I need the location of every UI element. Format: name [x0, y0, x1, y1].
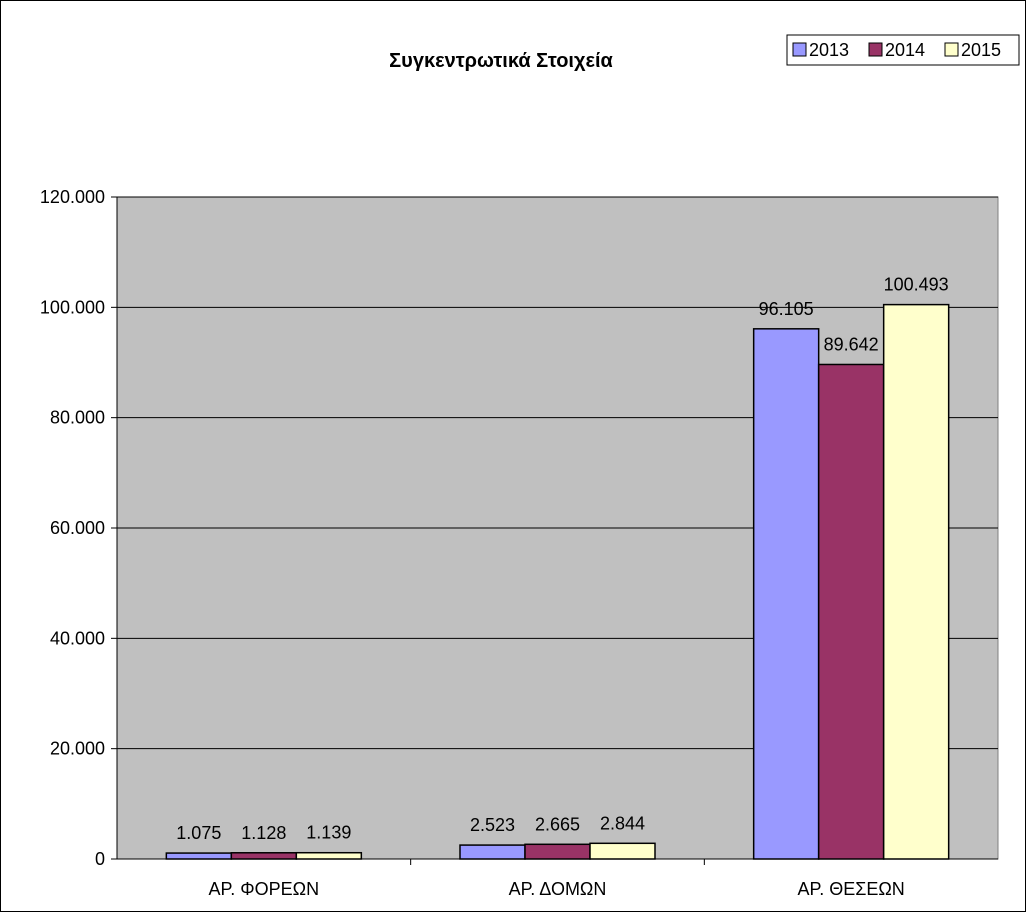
data-label: 96.105 — [759, 299, 814, 319]
data-label: 2.665 — [535, 814, 580, 834]
legend-swatch — [868, 42, 883, 57]
data-label: 1.128 — [241, 823, 286, 843]
legend-label: 2013 — [809, 40, 849, 60]
x-category-label: ΑΡ. ΘΕΣΕΩΝ — [798, 879, 905, 899]
bar — [165, 852, 233, 860]
x-category-label: ΑΡ. ΦΟΡΕΩΝ — [209, 879, 320, 899]
data-label: 89.642 — [824, 334, 879, 354]
bar — [459, 844, 526, 860]
legend-swatch — [792, 42, 807, 57]
y-tick-label: 120.000 — [40, 187, 105, 207]
legend-label: 2014 — [885, 40, 925, 60]
data-label: 1.139 — [306, 823, 351, 843]
y-tick-label: 0 — [95, 849, 105, 869]
y-tick-label: 100.000 — [40, 297, 105, 317]
bar — [589, 842, 656, 860]
data-label: 2.523 — [470, 815, 515, 835]
y-tick-label: 80.000 — [50, 408, 105, 428]
bar — [882, 303, 950, 860]
bar — [752, 328, 820, 860]
plot-area: 0 20.000 40.000 60.000 80.000 100.000 120.000 1… — [40, 187, 999, 899]
legend: 2013 2014 2015 — [786, 34, 1020, 66]
legend-box — [786, 34, 1020, 66]
bar — [524, 843, 591, 860]
y-tick-label: 40.000 — [50, 628, 105, 648]
bar — [817, 363, 885, 860]
legend-swatch — [944, 42, 959, 57]
bar — [230, 852, 298, 860]
data-label: 2.844 — [600, 813, 645, 833]
chart-title: Συγκεντρωτικά Στοιχεία — [389, 50, 613, 72]
legend-label: 2015 — [961, 40, 1001, 60]
y-tick-label: 60.000 — [50, 518, 105, 538]
x-category-label: ΑΡ. ΔΟΜΩΝ — [509, 879, 607, 899]
data-label: 100.493 — [884, 275, 949, 295]
bar — [295, 851, 363, 860]
data-label: 1.075 — [176, 823, 221, 843]
y-tick-label: 20.000 — [50, 739, 105, 759]
